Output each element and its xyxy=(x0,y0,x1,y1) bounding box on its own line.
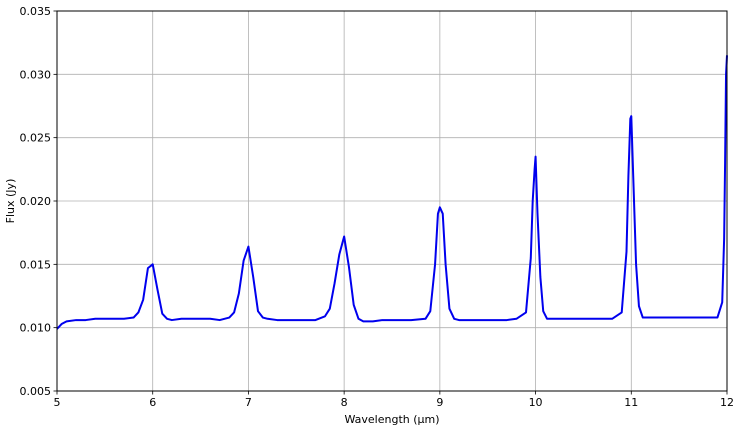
y-tick-label: 0.015 xyxy=(20,258,52,271)
x-tick-label: 9 xyxy=(436,396,443,409)
x-tick-label: 7 xyxy=(245,396,252,409)
y-tick-label: 0.010 xyxy=(20,322,52,335)
x-axis-label: Wavelength (μm) xyxy=(344,413,439,426)
y-tick-label: 0.030 xyxy=(20,68,52,81)
x-tick-label: 5 xyxy=(54,396,61,409)
y-tick-label: 0.035 xyxy=(20,5,52,18)
series-layer xyxy=(56,55,728,330)
x-tick-label: 6 xyxy=(149,396,156,409)
axis-ticks: 5 6 7 8 9 10 11 12 0.005 0.010 0.015 0.020 0.025 0.03… xyxy=(20,5,735,409)
y-tick-label: 0.025 xyxy=(20,132,52,145)
y-tick-label: 0.020 xyxy=(20,195,52,208)
y-axis-label: Flux (Jy) xyxy=(4,179,17,224)
grid-lines xyxy=(56,10,728,392)
x-tick-label: 8 xyxy=(341,396,348,409)
x-tick-label: 11 xyxy=(624,396,638,409)
flux-series-line xyxy=(56,55,728,330)
x-tick-label: 12 xyxy=(720,396,734,409)
y-tick-label: 0.005 xyxy=(20,385,52,398)
x-tick-label: 10 xyxy=(529,396,543,409)
